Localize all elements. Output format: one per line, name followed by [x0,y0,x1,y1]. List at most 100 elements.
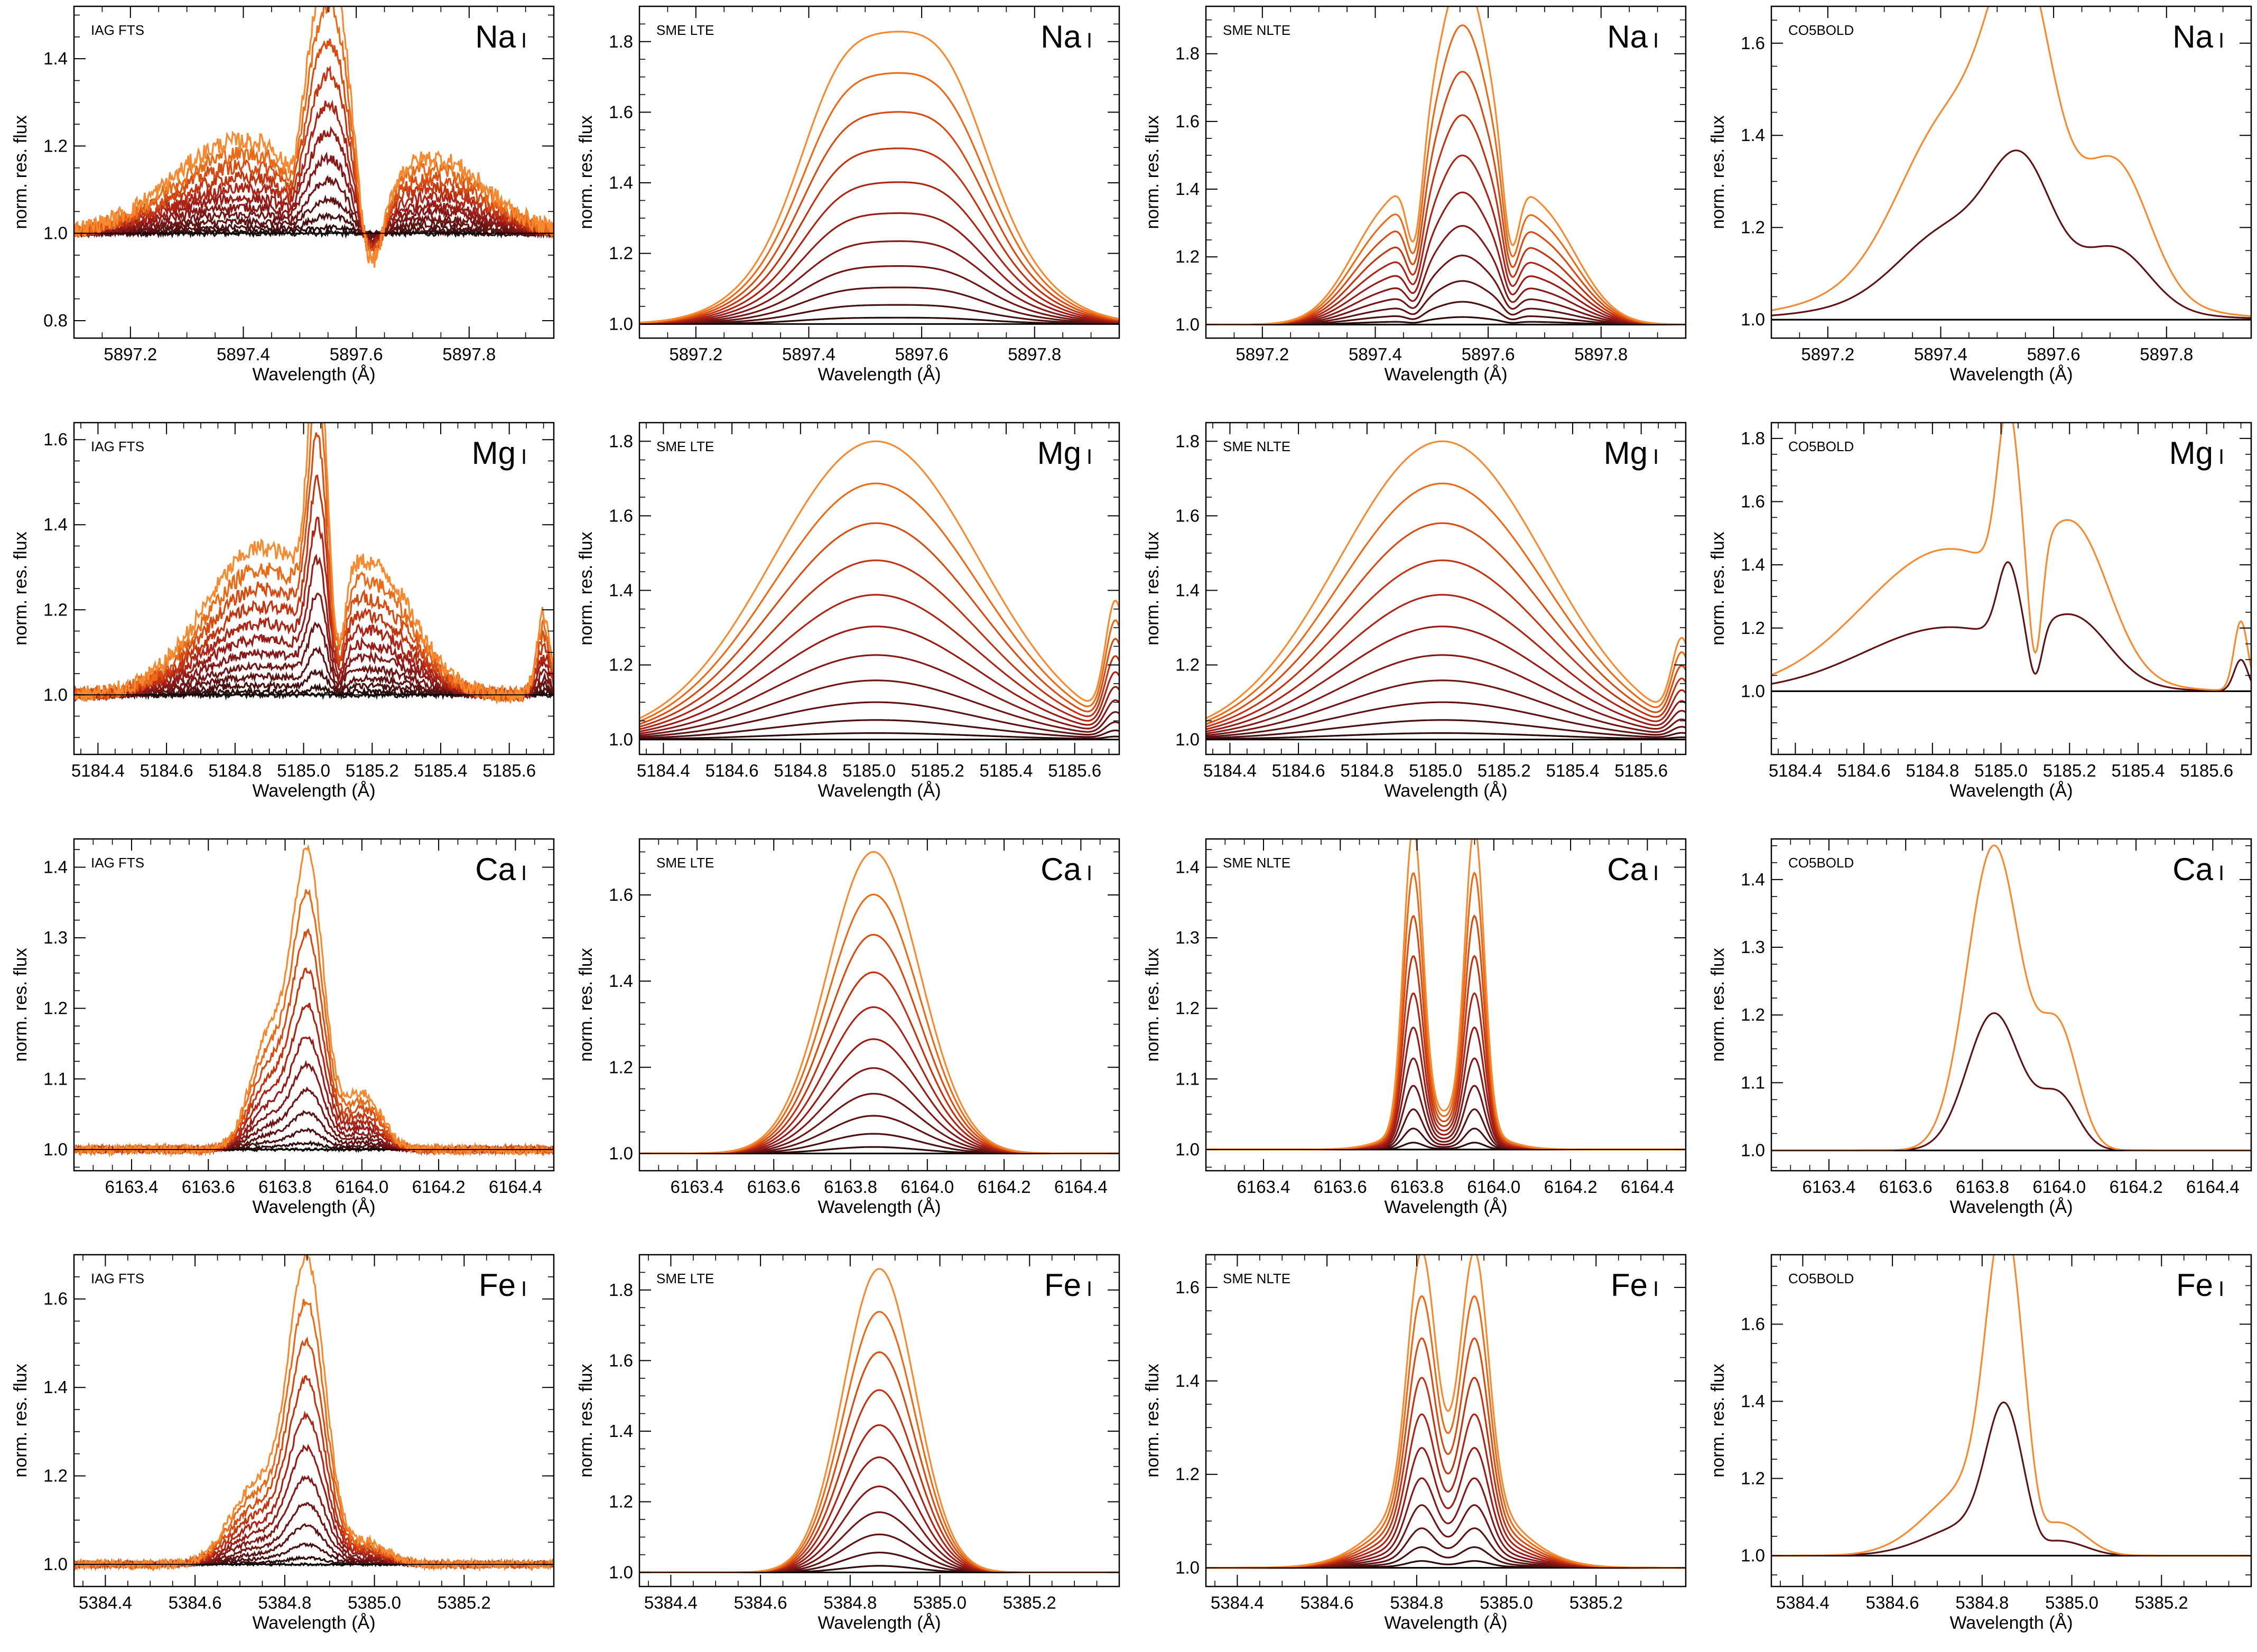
x-tick-label: 6163.8 [1956,1177,2009,1197]
ion-stage-label: I [1086,862,1092,885]
element-label: Fe [1611,1267,1648,1303]
y-tick-label: 1.0 [609,314,633,333]
y-tick-label: 1.6 [609,1350,633,1370]
x-tick-label: 5384.8 [1390,1593,1443,1612]
spectra-group [74,6,554,268]
x-tick-label: 5897.4 [1914,344,1967,364]
x-axis-label: Wavelength (Å) [1949,1197,2073,1217]
element-label: Ca [1041,852,1081,887]
panel-mg-sme-lte: 5184.4 5184.6 5184.8 5185.0 5185.2 5185.4 5185… [576,422,1120,801]
x-tick-label: 5384.8 [823,1593,877,1612]
plot-frame [1770,5,2252,339]
y-tick-label: 1.0 [1741,310,1765,329]
x-tick-label: 6163.4 [1237,1177,1290,1197]
spectrum-line [1206,1504,1686,1569]
y-tick-label: 1.2 [609,244,633,263]
x-tick-label: 5897.2 [1801,344,1854,364]
spectrum-line [1771,1012,2251,1152]
element-label: Mg [1604,435,1648,471]
x-tick-label: 5384.4 [1211,1593,1264,1612]
spectrum-line [639,111,1119,324]
y-tick-label: 1.8 [609,32,633,51]
spectrum-line [1206,1527,1686,1569]
x-tick-label: 6163.6 [1314,1177,1367,1197]
x-tick-label: 5184.8 [774,761,827,780]
x-tick-label: 5897.6 [330,344,383,364]
x-tick-label: 5384.6 [1301,1593,1354,1612]
spectrum-line [1206,679,1686,736]
x-tick-label: 5384.8 [258,1593,311,1612]
y-tick-label: 1.0 [43,685,68,704]
x-tick-label: 5185.2 [1478,761,1531,780]
x-tick-label: 5184.6 [1272,761,1325,780]
spectrum-line [639,147,1119,324]
spectrum-line [1771,561,2251,692]
x-tick-label: 6163.4 [1802,1177,1855,1197]
x-tick-label: 6164.2 [2110,1177,2163,1197]
spectrum-line [639,1311,1119,1573]
x-tick-label: 5897.2 [669,344,722,364]
y-axis-label: norm. res. flux [11,948,31,1061]
ion-stage-label: I [2218,862,2224,885]
y-tick-label: 1.1 [1175,1069,1200,1088]
model-label: SME LTE [656,855,714,871]
panel-mg-iag-fts: 5184.4 5184.6 5184.8 5185.0 5185.2 5185.4 5185… [11,422,555,801]
x-tick-label: 5897.8 [1008,344,1061,364]
x-tick-label: 5385.2 [438,1593,491,1612]
x-tick-label: 5384.4 [79,1593,132,1612]
spectrum-line [74,1375,554,1571]
y-tick-label: 1.2 [1175,247,1200,266]
ion-stage-label: I [521,1277,527,1301]
x-tick-label: 5185.2 [346,761,399,780]
x-tick-label: 6163.4 [105,1177,158,1197]
spectrum-line [639,732,1119,740]
x-axis-label: Wavelength (Å) [252,781,375,801]
plot-frame [638,838,1120,1172]
spectrum-line [639,31,1119,324]
model-label: IAG FTS [91,1271,144,1286]
spectrum-line [639,1486,1119,1573]
panel-ca-co5bold: 6163.4 6163.6 6163.8 6164.0 6164.2 6164.4 1.0 1… [1708,838,2252,1217]
spectrum-line [639,1006,1119,1154]
spectrum-line [1206,114,1686,325]
x-tick-label: 5184.6 [705,761,759,780]
y-tick-label: 1.4 [1741,555,1765,574]
spectrum-line [639,1351,1119,1573]
element-label: Ca [1607,852,1648,887]
y-tick-label: 1.4 [43,1377,68,1397]
spectrum-line [639,482,1119,722]
element-label: Na [475,19,516,54]
spectrum-line [1206,1295,1686,1569]
y-tick-label: 1.2 [609,655,633,675]
y-tick-label: 1.8 [609,431,633,451]
x-tick-label: 6164.0 [1467,1177,1520,1197]
x-tick-label: 5897.2 [104,344,157,364]
spectrum-line [639,1533,1119,1573]
spectrum-line [1206,914,1686,1151]
x-axis-label: Wavelength (Å) [252,365,375,385]
y-tick-label: 1.2 [1741,218,1765,237]
spectrum-line [1206,1413,1686,1569]
panel-na-co5bold: 5897.2 5897.4 5897.6 5897.8 1.0 1.2 1.4 1.6 Wave… [1708,5,2252,385]
spectrum-line [1771,844,2251,1152]
ion-stage-label: I [1653,1277,1659,1301]
model-label: IAG FTS [91,855,144,871]
y-tick-label: 1.6 [43,1289,68,1309]
spectrum-line [1206,1255,1686,1569]
element-label: Na [1041,19,1081,54]
ion-stage-label: I [521,862,527,885]
x-tick-label: 5185.6 [482,761,536,780]
x-tick-label: 5185.0 [1974,761,2028,780]
spectrum-line [639,304,1119,325]
y-tick-label: 1.6 [1175,111,1200,131]
y-tick-label: 1.2 [1741,1469,1765,1488]
y-tick-label: 1.3 [1741,937,1765,957]
plot-frame [1205,838,1687,1172]
model-label: SME NLTE [1223,438,1290,454]
ion-stage-label: I [2218,1277,2224,1301]
x-tick-label: 5185.6 [1048,761,1101,780]
plot-frame [1770,1254,2252,1588]
spectrum-line [74,423,554,704]
x-tick-label: 5184.8 [1340,761,1394,780]
